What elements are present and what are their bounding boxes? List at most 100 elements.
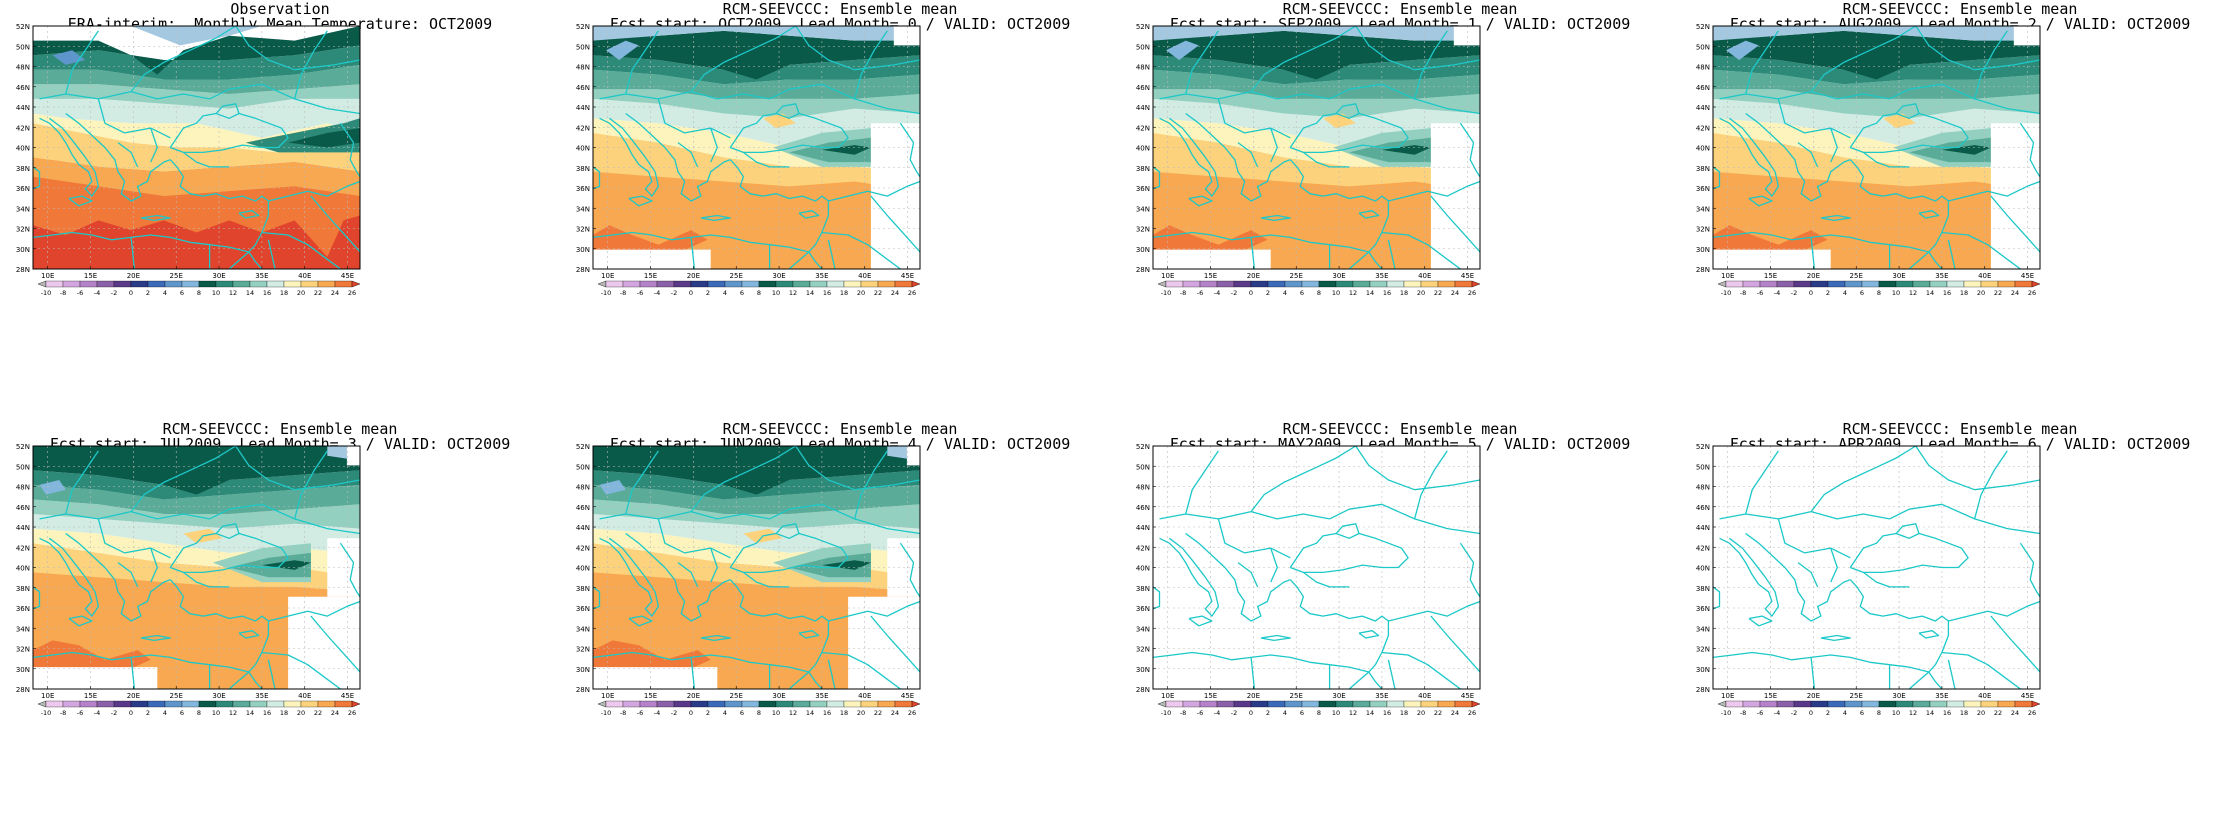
coastline [1355, 26, 1480, 71]
colorbar-tick-label: -2 [671, 709, 677, 717]
lat-tick-label: 46N [1136, 504, 1150, 512]
coastline [1849, 159, 1949, 202]
lon-tick-label: 15E [84, 692, 97, 700]
colorbar-tick-label: 26 [2028, 709, 2036, 717]
coastline [1430, 195, 1480, 253]
colorbar-segment [266, 700, 285, 708]
lon-tick-label: 30E [212, 692, 225, 700]
lon-tick-label: 40E [858, 692, 871, 700]
temperature-band [1153, 249, 1271, 269]
colorbar-tick-label: -4 [654, 709, 660, 717]
temperature-band [593, 225, 708, 255]
lon-tick-label: 35E [255, 692, 268, 700]
lon-tick-label: 45E [901, 272, 914, 280]
coastline [700, 214, 731, 222]
colorbar-segment [1742, 700, 1761, 708]
coastline [769, 83, 920, 115]
lat-tick-label: 30N [576, 246, 590, 254]
colorbar-tick-label: -8 [620, 289, 626, 297]
lon-tick-label: 25E [730, 272, 743, 280]
colorbar-tick-label: 20 [297, 709, 305, 717]
lon-tick-label: 25E [1290, 692, 1303, 700]
coastline [1430, 615, 1480, 673]
coastline [169, 532, 289, 574]
temperature-band [848, 596, 920, 689]
colorbar-tick-label: 8 [757, 709, 761, 717]
lat-tick-label: 32N [1136, 646, 1150, 654]
coastline [293, 30, 328, 100]
lat-tick-label: 42N [1136, 544, 1150, 552]
colorbar-segment [1165, 700, 1184, 708]
colorbar-segment [300, 700, 319, 708]
colorbar-left-arrow [1157, 700, 1167, 708]
coastline [828, 180, 920, 202]
temperature-band [593, 30, 920, 80]
coastline [798, 630, 820, 639]
colorbar-tick-label: 24 [331, 709, 339, 717]
lat-tick-label: 30N [1136, 246, 1150, 254]
colorbar-segment [198, 700, 217, 708]
lon-tick-label: 10E [601, 692, 614, 700]
lat-tick-label: 50N [576, 43, 590, 51]
coastline [235, 446, 360, 491]
colorbar-segment [605, 280, 624, 288]
coastline [1947, 239, 1956, 269]
colorbar-segment [130, 280, 149, 288]
colorbar-tick-label: 24 [1451, 709, 1459, 717]
coastline [1185, 450, 1219, 515]
coastline [238, 210, 260, 219]
colorbar-right-arrow [911, 280, 921, 288]
colorbar-tick-label: 22 [1994, 289, 2002, 297]
coastline [169, 112, 289, 154]
coastline [238, 630, 260, 639]
coastline [267, 239, 276, 269]
coastline [293, 450, 328, 520]
coastline [1889, 83, 2040, 115]
temperature-band [606, 40, 639, 60]
lon-tick-label: 30E [1892, 272, 1905, 280]
colorbar-tick-label: 16 [263, 289, 271, 297]
colorbar: -10 -8 -6 -4 -2 0 2 4 6 8 10 12 14 16 18 20 22 24 26 [597, 280, 921, 297]
colorbar-tick-label: 2 [1826, 709, 1830, 717]
colorbar-tick-label: 18 [1400, 709, 1408, 717]
colorbar-tick-label: 0 [689, 289, 693, 297]
coastline [65, 112, 171, 202]
colorbar-tick-label: 20 [1417, 289, 1425, 297]
colorbar-segment [792, 700, 811, 708]
colorbar-tick-label: 2 [1266, 709, 1270, 717]
coastline [140, 634, 171, 642]
lon-tick-label: 30E [212, 272, 225, 280]
colorbar-segment [656, 700, 675, 708]
coastline [97, 518, 171, 559]
colorbar-segment [1810, 700, 1829, 708]
coastline [1413, 30, 1448, 100]
coastline [1928, 251, 1943, 269]
lat-tick-label: 34N [1136, 205, 1150, 213]
coastline [710, 127, 718, 163]
colorbar-segment [894, 280, 913, 288]
coastline [1719, 117, 1780, 197]
colorbar-tick-label: 12 [1909, 709, 1917, 717]
colorbar-tick-label: 2 [706, 289, 710, 297]
lat-tick-label: 28N [576, 686, 590, 694]
lat-tick-label: 34N [1136, 625, 1150, 633]
colorbar-segment [1878, 700, 1897, 708]
coastline [339, 122, 360, 178]
coastline [677, 142, 699, 168]
map-panel-3: RCM-SEEVCCC: Ensemble mean Fcst start: SE… [1120, 0, 1680, 420]
lat-tick-label: 34N [576, 625, 590, 633]
temperature-band [33, 640, 151, 675]
colorbar-tick-label: 12 [1349, 709, 1357, 717]
colorbar-tick-label: 16 [823, 289, 831, 297]
coastline [599, 537, 660, 617]
lon-tick-label: 40E [1418, 272, 1431, 280]
lat-tick-label: 46N [1136, 84, 1150, 92]
coastline [808, 251, 823, 269]
colorbar-tick-label: -4 [94, 289, 100, 297]
colorbar-segment [1742, 280, 1761, 288]
colorbar-tick-label: 10 [772, 289, 780, 297]
lat-tick-label: 44N [1696, 104, 1710, 112]
coastline [1745, 450, 1779, 515]
coastline [1388, 600, 1480, 622]
coastline [1918, 630, 1940, 639]
